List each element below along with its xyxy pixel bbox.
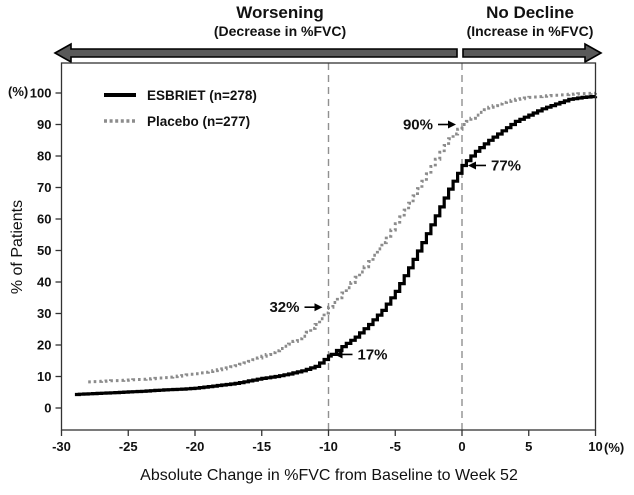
worsening-header: Worsening (Decrease in %FVC) [130,3,430,39]
x-tick-label: -30 [52,439,71,454]
y-tick-label: 20 [37,338,51,353]
y-tick-label: 10 [37,369,51,384]
no-decline-subtitle: (Increase in %FVC) [466,22,594,39]
x-tick-label: 10 [588,439,602,454]
x-axis-title: Absolute Change in %FVC from Baseline to… [140,467,518,484]
legend-label-placebo: Placebo (n=277) [147,113,251,129]
placebo-curve [88,91,597,384]
x-tick-label: -25 [119,439,138,454]
y-tick-label: 100 [30,86,52,101]
annotation-arrowhead-icon [468,161,476,170]
legend-item-esbriet: ESBRIET (n=278) [103,84,257,106]
y-axis-title: % of Patients [9,199,26,295]
no-decline-title: No Decline [486,3,574,22]
annotation-label-77: 77% [491,157,521,174]
y-tick-label: 30 [37,306,51,321]
legend-item-placebo: Placebo (n=277) [103,110,257,132]
y-tick-label: 40 [37,275,51,290]
placebo-line-swatch-icon [104,119,136,123]
y-tick-label: 90 [37,117,51,132]
y-tick-label: 70 [37,180,51,195]
worsening-left-arrow-icon [53,42,458,64]
x-tick-label: 5 [525,439,532,454]
x-tick-label: -5 [389,439,401,454]
legend-label-esbriet: ESBRIET (n=278) [147,87,257,103]
annotation-label-17: 17% [358,346,388,363]
y-tick-label: 80 [37,149,51,164]
y-axis-unit: (%) [8,84,29,99]
legend: ESBRIET (n=278) Placebo (n=277) [103,84,257,132]
y-tick-label: 50 [37,243,51,258]
worsening-subtitle: (Decrease in %FVC) [213,22,347,39]
y-tick-label: 60 [37,212,51,227]
x-tick-label: -15 [252,439,271,454]
worsening-title: Worsening [236,3,324,22]
annotation-arrowhead-icon [314,303,323,312]
direction-arrows [53,42,603,64]
esbriet-line-swatch-icon [104,93,136,97]
x-tick-label: -10 [319,439,338,454]
annotation-arrowhead-icon [448,120,456,129]
no-decline-right-arrow-icon [462,42,603,64]
annotation-label-32: 32% [269,299,299,316]
x-axis-unit: (%) [604,440,625,455]
x-tick-label: 0 [458,439,465,454]
esbriet-curve [74,95,598,397]
no-decline-header: No Decline (Increase in %FVC) [430,3,630,39]
x-tick-label: -20 [186,439,205,454]
annotation-arrowhead-icon [334,350,343,359]
annotation-label-90: 90% [403,117,433,134]
y-tick-label: 0 [44,401,51,416]
